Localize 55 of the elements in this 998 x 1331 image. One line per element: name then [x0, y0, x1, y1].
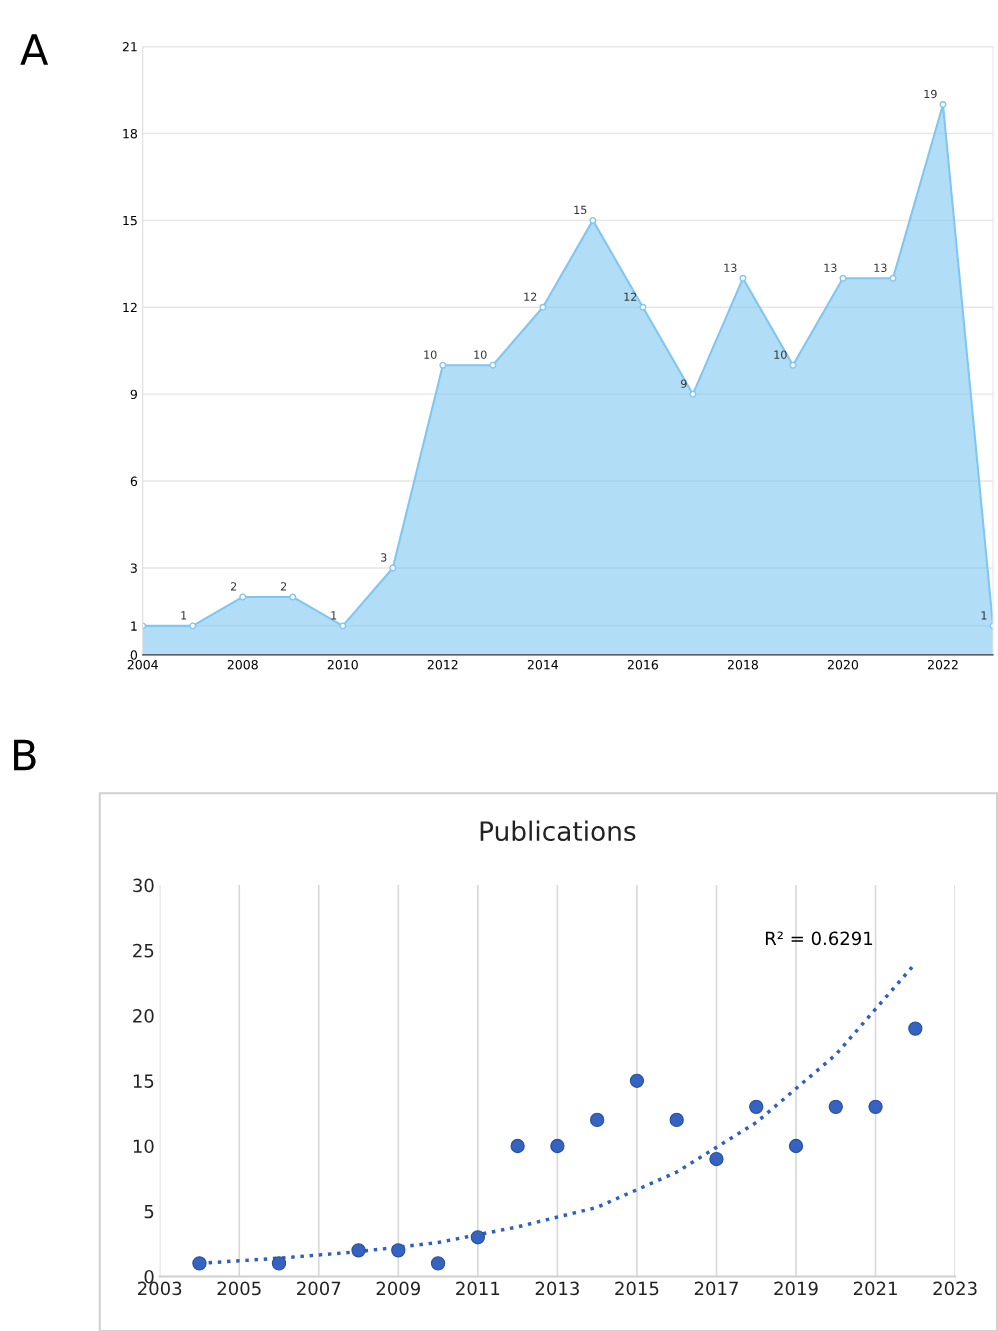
data-label: 19: [924, 89, 937, 99]
data-label: 3: [381, 553, 387, 562]
y-tick-label: 21: [122, 42, 137, 52]
data-label: 12: [624, 292, 637, 301]
x-tick-label: 2018: [727, 659, 758, 670]
x-tick-label: 2013: [535, 1281, 579, 1296]
y-tick-label: 10: [133, 1139, 154, 1154]
data-label: 13: [724, 263, 737, 272]
data-label: 2: [280, 582, 287, 591]
data-label: 2: [230, 582, 237, 591]
x-tick-label: 2007: [297, 1281, 341, 1296]
x-tick-label: 2022: [928, 659, 958, 670]
data-label: 13: [874, 263, 887, 272]
x-tick-label: 2020: [827, 659, 859, 670]
data-label: 1: [981, 611, 987, 620]
y-tick-label: 18: [123, 128, 137, 139]
x-tick-label: 2012: [427, 659, 458, 670]
data-label: 10: [474, 350, 487, 359]
y-tick-label: 25: [133, 943, 154, 958]
x-tick-label: 2016: [627, 659, 659, 670]
y-tick-label: 1: [131, 621, 137, 631]
data-label: 1: [331, 611, 337, 620]
x-tick-label: 2004: [127, 659, 158, 670]
y-tick-label: 9: [130, 389, 137, 400]
x-tick-label: 2017: [694, 1281, 738, 1296]
x-tick-label: 2021: [853, 1281, 897, 1296]
text: B: [14, 739, 36, 771]
data-label: 10: [774, 350, 787, 359]
x-tick-label: 2005: [217, 1281, 261, 1296]
y-tick-label: 15: [123, 216, 137, 226]
data-label: 12: [524, 292, 537, 301]
x-tick-label: 2008: [227, 659, 258, 670]
annotation: R² = 0.6291: [765, 931, 873, 946]
y-tick-label: 30: [133, 878, 154, 893]
data-label: 15: [574, 205, 587, 215]
chart-title: Publications: [480, 820, 636, 842]
x-tick-label: 2010: [327, 659, 358, 670]
x-tick-label: 2014: [527, 659, 559, 670]
x-tick-label: 2023: [933, 1281, 977, 1296]
x-tick-label: 2019: [774, 1281, 818, 1296]
y-tick-label: 15: [133, 1074, 154, 1088]
text: A: [20, 34, 49, 65]
x-tick-label: 2011: [456, 1281, 500, 1296]
y-tick-label: 5: [144, 1204, 154, 1219]
data-label: 9: [680, 379, 687, 388]
x-tick-label: 2009: [376, 1281, 421, 1296]
x-tick-label: 2015: [615, 1281, 659, 1296]
data-label: 10: [424, 350, 437, 359]
y-tick-label: 0: [130, 650, 138, 660]
data-label: 1: [181, 611, 187, 620]
y-tick-label: 6: [130, 476, 138, 486]
data-label: 13: [824, 263, 837, 272]
y-tick-label: 3: [130, 563, 137, 573]
y-tick-label: 12: [123, 302, 137, 313]
y-tick-label: 20: [133, 1009, 154, 1023]
